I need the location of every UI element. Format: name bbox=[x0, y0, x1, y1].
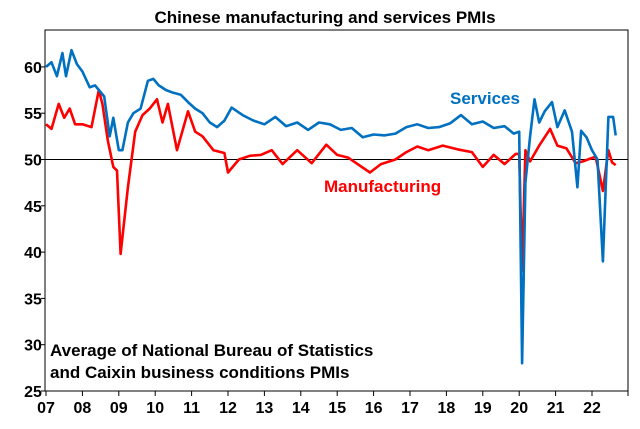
x-tick-label: 19 bbox=[474, 400, 492, 417]
x-tick-label: 21 bbox=[547, 400, 565, 417]
y-tick-label: 35 bbox=[24, 291, 42, 308]
x-tick-label: 11 bbox=[183, 400, 200, 417]
legend-services: Services bbox=[450, 89, 520, 108]
y-tick-label: 30 bbox=[24, 338, 42, 355]
x-tick-label: 15 bbox=[328, 400, 346, 417]
x-tick-label: 14 bbox=[292, 400, 310, 417]
annotation-line-1: Average of National Bureau of Statistics bbox=[50, 341, 373, 360]
legend-manufacturing: Manufacturing bbox=[324, 177, 441, 196]
y-tick-label: 40 bbox=[24, 245, 42, 262]
x-tick-label: 13 bbox=[256, 400, 274, 417]
x-tick-label: 20 bbox=[510, 400, 528, 417]
x-tick-label: 09 bbox=[110, 400, 128, 417]
y-tick-label: 60 bbox=[24, 60, 42, 77]
series-line-services bbox=[45, 48, 617, 365]
x-tick-label: 22 bbox=[583, 400, 601, 417]
y-tick-label: 55 bbox=[24, 106, 42, 123]
y-tick-label: 45 bbox=[24, 199, 42, 216]
x-tick-label: 07 bbox=[37, 400, 55, 417]
x-tick-label: 12 bbox=[219, 400, 237, 417]
x-tick-label: 08 bbox=[74, 400, 92, 417]
plot-area bbox=[44, 29, 629, 392]
x-tick-label: 18 bbox=[438, 400, 456, 417]
y-tick-label: 50 bbox=[24, 153, 42, 170]
y-tick-label: 25 bbox=[24, 384, 42, 401]
x-tick-label: 17 bbox=[401, 400, 419, 417]
x-tick-label: 16 bbox=[365, 400, 383, 417]
chart-title: Chinese manufacturing and services PMIs bbox=[154, 8, 495, 27]
x-tick-label: 10 bbox=[146, 400, 164, 417]
annotation-line-2: and Caixin business conditions PMIs bbox=[50, 363, 349, 382]
series-line-manufacturing bbox=[45, 88, 617, 272]
